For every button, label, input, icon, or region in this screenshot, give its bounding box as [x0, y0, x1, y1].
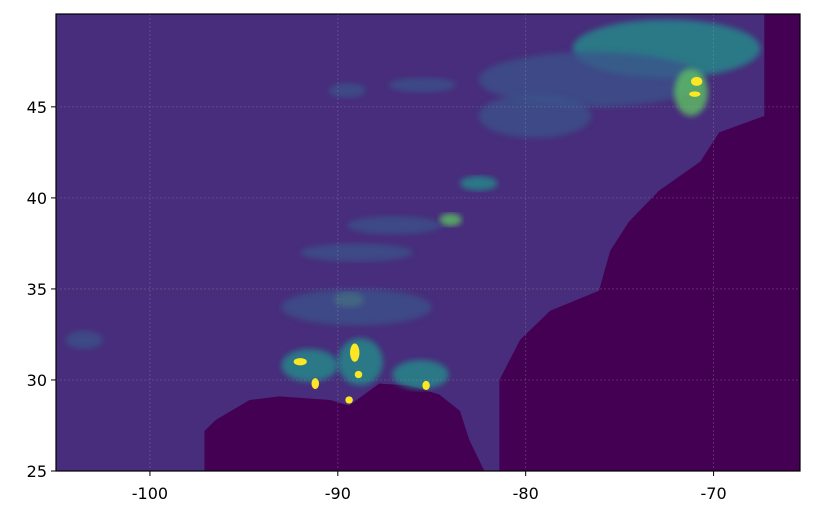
heatmap-cell-mid: [281, 349, 338, 382]
x-tick-label: -100: [132, 484, 168, 503]
heatmap-cell-max: [691, 76, 703, 86]
heatmap-cell-mid: [337, 338, 383, 386]
x-tick-label: -90: [325, 484, 351, 503]
heatmap-cell-max: [293, 358, 307, 366]
plot-frame: [55, 13, 801, 472]
heatmap-cell-max: [354, 370, 363, 379]
y-tick-label: 40: [27, 189, 47, 208]
heatmap-cell-low: [478, 52, 705, 107]
heatmap-cell-low: [478, 94, 592, 138]
heatmap-cell-max: [350, 343, 360, 362]
heatmap-cell-low: [281, 288, 432, 326]
heatmap-cell-low: [65, 330, 103, 350]
y-tick-label: 25: [27, 462, 47, 481]
heatmap-cell-mid: [392, 359, 449, 390]
y-tick-label: 30: [27, 371, 47, 390]
heatmap-cell-max: [422, 380, 430, 390]
heatmap-cell-low: [347, 216, 442, 235]
x-tick-label: -70: [701, 484, 727, 503]
heatmap-cell-max: [689, 91, 701, 97]
heatmap-cell-max: [311, 378, 320, 390]
y-tick-label: 35: [27, 280, 47, 299]
heatmap-cell-low: [388, 77, 457, 93]
heatmap-cell-high: [439, 213, 462, 227]
heatmap-cell-low: [328, 83, 366, 98]
heatmap-cell-mid: [459, 176, 498, 191]
ocean-region: [499, 14, 800, 471]
x-tick-label: -80: [513, 484, 539, 503]
ocean-region: [204, 383, 485, 471]
heatmap-cell-low: [300, 243, 413, 262]
heatmap-cell-max: [345, 396, 353, 404]
y-tick-label: 45: [27, 98, 47, 117]
